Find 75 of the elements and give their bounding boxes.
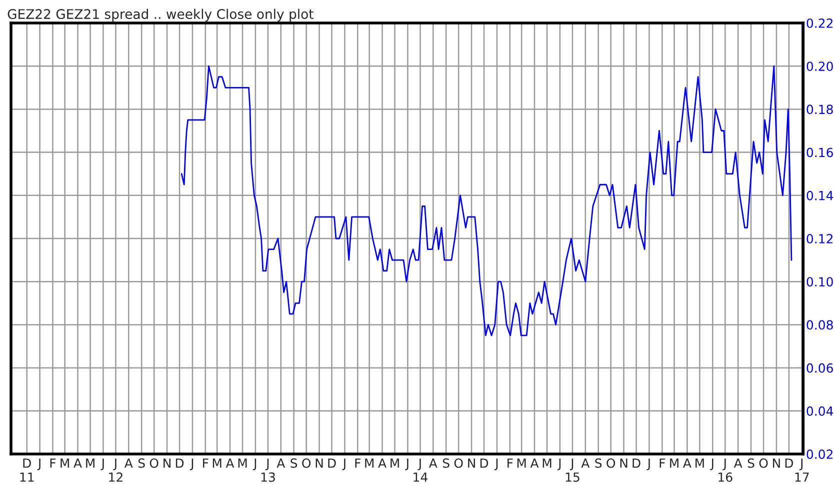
- x-tick-label: F: [203, 458, 208, 468]
- x-tick-label: A: [734, 458, 742, 468]
- x-tick-label: O: [302, 458, 311, 468]
- x-tick-label: J 15: [566, 458, 580, 482]
- x-tick-label: O: [606, 458, 616, 468]
- x-tick-label: O: [454, 458, 463, 468]
- x-tick-label: F: [355, 458, 361, 468]
- x-tick-label: S: [290, 458, 298, 468]
- x-tick-label: N: [620, 458, 628, 468]
- x-tick-label: M: [670, 458, 678, 468]
- x-tick-label: A: [74, 458, 82, 468]
- y-tick-label: 0.08: [806, 320, 833, 330]
- x-tick-label: A: [124, 458, 133, 468]
- x-tick-label: M: [517, 458, 526, 468]
- y-tick-label: 0.02: [806, 449, 832, 459]
- y-tick-label: 0.20: [806, 62, 833, 72]
- x-tick-label: A: [530, 458, 539, 468]
- x-tick-label: M: [365, 458, 374, 468]
- y-tick-label: 0.04: [806, 406, 834, 416]
- x-tick-label: J: [405, 458, 408, 470]
- x-tick-label: S: [442, 458, 450, 468]
- x-tick-label: M: [86, 458, 94, 468]
- x-tick-label: J: [100, 458, 104, 470]
- x-tick-label: M: [390, 458, 399, 468]
- x-tick-label: S: [595, 458, 602, 468]
- x-tick-label: M: [238, 458, 247, 468]
- x-tick-label: J: [557, 458, 561, 470]
- chart-title: GEZ22 GEZ21 spread .. weekly Close only plot: [8, 8, 314, 22]
- x-tick-label: O: [150, 458, 158, 468]
- x-tick-label: A: [378, 458, 386, 468]
- x-tick-label: J: [190, 458, 194, 470]
- x-tick-label: J 17: [795, 458, 809, 482]
- x-tick-label: A: [683, 458, 692, 468]
- x-tick-label: M: [212, 458, 222, 468]
- x-tick-label: A: [428, 458, 438, 468]
- y-tick-label: 0.10: [806, 277, 833, 287]
- x-tick-label: F: [50, 458, 56, 468]
- x-tick-label: J 16: [718, 458, 732, 482]
- x-tick-label: A: [581, 458, 590, 468]
- x-tick-label: D 11: [20, 458, 34, 482]
- x-tick-label: F: [660, 458, 666, 468]
- x-tick-label: J: [37, 458, 40, 470]
- x-tick-label: J: [494, 458, 498, 470]
- x-tick-label: J 12: [109, 458, 122, 482]
- y-tick-label: 0.22: [806, 18, 832, 28]
- x-tick-label: D: [480, 458, 488, 468]
- y-tick-label: 0.06: [806, 363, 833, 373]
- x-tick-label: D: [785, 458, 794, 468]
- x-tick-label: F: [508, 458, 513, 468]
- x-tick-label: D: [632, 458, 640, 468]
- x-tick-label: J: [252, 458, 256, 470]
- x-tick-label: O: [759, 458, 768, 468]
- x-tick-label: J: [646, 458, 650, 470]
- x-tick-label: N: [772, 458, 780, 468]
- x-tick-label: N: [164, 458, 170, 468]
- y-tick-label: 0.16: [806, 148, 833, 158]
- y-tick-label: 0.18: [806, 104, 833, 114]
- x-tick-label: N: [316, 458, 323, 468]
- x-tick-label: J: [710, 458, 714, 470]
- x-tick-label: A: [276, 458, 286, 468]
- x-tick-label: J: [342, 458, 346, 470]
- x-tick-label: N: [468, 458, 475, 468]
- x-tick-label: S: [138, 458, 145, 468]
- x-tick-label: M: [696, 458, 704, 468]
- x-tick-label: S: [748, 458, 754, 468]
- x-tick-label: M: [60, 458, 69, 468]
- x-tick-label: J 13: [261, 458, 275, 482]
- x-tick-label: M: [542, 458, 552, 468]
- x-tick-label: A: [226, 458, 234, 468]
- x-tick-label: D: [176, 458, 184, 468]
- x-tick-label: J 14: [414, 458, 428, 482]
- line-series: [180, 65, 792, 336]
- y-tick-label: 0.14: [806, 190, 834, 200]
- x-tick-label: D: [328, 458, 336, 468]
- y-tick-label: 0.12: [806, 234, 832, 244]
